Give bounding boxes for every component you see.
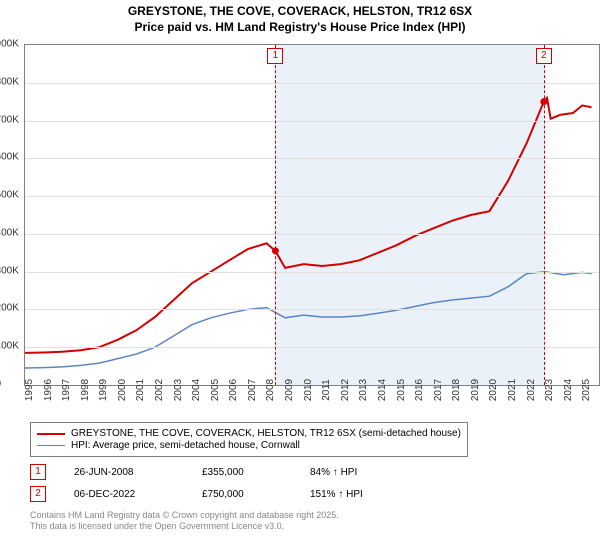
x-tick-label: 2007 [247, 379, 258, 401]
gridline [25, 309, 599, 310]
sale-marker-label: 1 [267, 48, 283, 64]
series-line [25, 98, 592, 353]
x-tick-label: 2001 [135, 379, 146, 401]
x-tick-label: 2024 [563, 379, 574, 401]
legend-item: HPI: Average price, semi-detached house,… [37, 440, 461, 451]
chart-container: GREYSTONE, THE COVE, COVERACK, HELSTON, … [0, 0, 600, 560]
x-tick-label: 2021 [507, 379, 518, 401]
x-tick-label: 2006 [228, 379, 239, 401]
gridline [25, 196, 599, 197]
sale-row: 2 06-DEC-2022 £750,000 151% ↑ HPI [30, 486, 363, 502]
x-tick-label: 2015 [396, 379, 407, 401]
x-tick-label: 2003 [173, 379, 184, 401]
sales-table: 1 26-JUN-2008 £355,000 84% ↑ HPI 2 06-DEC-202… [30, 464, 363, 508]
x-tick-label: 1995 [24, 379, 35, 401]
x-tick-label: 2004 [191, 379, 202, 401]
y-tick-label: £500K [0, 190, 19, 201]
x-tick-label: 2022 [526, 379, 537, 401]
title-line-2: Price paid vs. HM Land Registry's House … [0, 20, 600, 36]
sale-marker-label: 2 [536, 48, 552, 64]
footer-line-1: Contains HM Land Registry data © Crown c… [30, 510, 339, 521]
x-tick-label: 2009 [284, 379, 295, 401]
y-tick-label: £200K [0, 303, 19, 314]
sale-number: 1 [30, 464, 46, 480]
x-tick-label: 2019 [470, 379, 481, 401]
y-tick-label: £300K [0, 265, 19, 276]
x-tick-label: 1997 [61, 379, 72, 401]
y-tick-label: £600K [0, 152, 19, 163]
x-tick-label: 2012 [340, 379, 351, 401]
sale-number: 2 [30, 486, 46, 502]
x-tick-label: 1996 [43, 379, 54, 401]
legend-label: HPI: Average price, semi-detached house,… [71, 440, 300, 451]
sale-price: £750,000 [202, 489, 282, 500]
title-line-1: GREYSTONE, THE COVE, COVERACK, HELSTON, … [0, 4, 600, 20]
x-tick-label: 2013 [358, 379, 369, 401]
sale-pct: 84% ↑ HPI [310, 467, 357, 478]
x-tick-label: 1998 [80, 379, 91, 401]
sale-date: 26-JUN-2008 [74, 467, 174, 478]
plot-area [24, 44, 600, 386]
y-tick-label: £0 [0, 379, 1, 390]
x-tick-label: 2008 [265, 379, 276, 401]
gridline [25, 234, 599, 235]
gridline [25, 83, 599, 84]
sale-price: £355,000 [202, 467, 282, 478]
gridline [25, 121, 599, 122]
y-tick-label: £100K [0, 341, 19, 352]
y-tick-label: £900K [0, 39, 19, 50]
x-tick-label: 2005 [210, 379, 221, 401]
legend-item: GREYSTONE, THE COVE, COVERACK, HELSTON, … [37, 428, 461, 439]
legend-swatch [37, 433, 65, 435]
sale-marker-line [275, 45, 276, 385]
y-tick-label: £400K [0, 227, 19, 238]
legend: GREYSTONE, THE COVE, COVERACK, HELSTON, … [30, 422, 468, 457]
x-tick-label: 2010 [303, 379, 314, 401]
x-tick-label: 2018 [451, 379, 462, 401]
x-tick-label: 2017 [433, 379, 444, 401]
chart-title: GREYSTONE, THE COVE, COVERACK, HELSTON, … [0, 0, 600, 35]
sale-pct: 151% ↑ HPI [310, 489, 363, 500]
x-tick-label: 2002 [154, 379, 165, 401]
y-tick-label: £800K [0, 76, 19, 87]
x-tick-label: 2011 [321, 379, 332, 401]
x-tick-label: 2023 [544, 379, 555, 401]
x-tick-label: 1999 [98, 379, 109, 401]
gridline [25, 272, 599, 273]
legend-label: GREYSTONE, THE COVE, COVERACK, HELSTON, … [71, 428, 461, 439]
sale-row: 1 26-JUN-2008 £355,000 84% ↑ HPI [30, 464, 363, 480]
x-tick-label: 2000 [117, 379, 128, 401]
gridline [25, 158, 599, 159]
legend-swatch [37, 445, 65, 446]
series-line [25, 272, 592, 368]
gridline [25, 347, 599, 348]
x-tick-label: 2016 [414, 379, 425, 401]
chart-svg [25, 45, 599, 385]
x-tick-label: 2014 [377, 379, 388, 401]
x-tick-label: 2025 [581, 379, 592, 401]
sale-date: 06-DEC-2022 [74, 489, 174, 500]
sale-marker-line [544, 45, 545, 385]
x-tick-label: 2020 [488, 379, 499, 401]
footer-text: Contains HM Land Registry data © Crown c… [30, 510, 339, 533]
y-tick-label: £700K [0, 114, 19, 125]
footer-line-2: This data is licensed under the Open Gov… [30, 521, 339, 532]
